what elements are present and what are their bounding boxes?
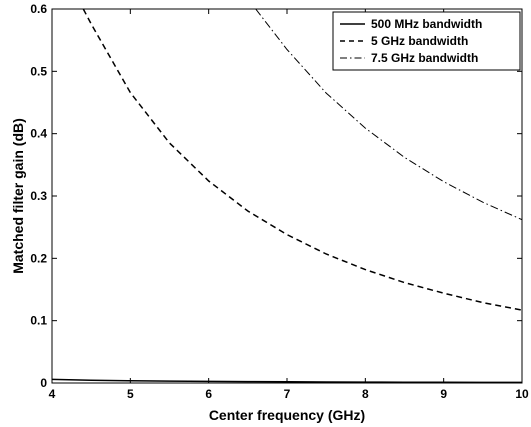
series-line-1 [82,9,522,311]
x-tick-label: 6 [205,387,212,401]
legend-box [332,11,521,71]
legend-label-500mhz: 500 MHz bandwidth [371,17,482,31]
legend-label-5ghz: 5 GHz bandwidth [371,34,468,48]
x-tick-label: 8 [362,387,369,401]
y-tick-label: 0.4 [30,127,47,141]
y-tick-label: 0 [40,376,47,390]
legend-label-7-5ghz: 7.5 GHz bandwidth [371,51,478,65]
y-tick-label: 0.1 [30,314,47,328]
x-tick-label: 4 [49,387,56,401]
series-line-2 [255,9,522,221]
y-tick-label: 0.6 [30,2,47,16]
y-tick-label: 0.3 [30,189,47,203]
legend: 500 MHz bandwidth 5 GHz bandwidth 7.5 GH… [332,11,521,71]
x-tick-label: 5 [127,387,134,401]
x-tick-label: 10 [515,387,529,401]
x-tick-label: 9 [440,387,447,401]
y-tick-label: 0.5 [30,64,47,78]
y-axis-title: Matched filter gain (dB) [10,118,26,274]
y-tick-label: 0.2 [30,251,47,265]
x-axis-title: Center frequency (GHz) [209,407,365,423]
y-axis: 0 0.1 0.2 0.3 0.4 0.5 0.6 [30,2,522,390]
x-tick-label: 7 [284,387,291,401]
